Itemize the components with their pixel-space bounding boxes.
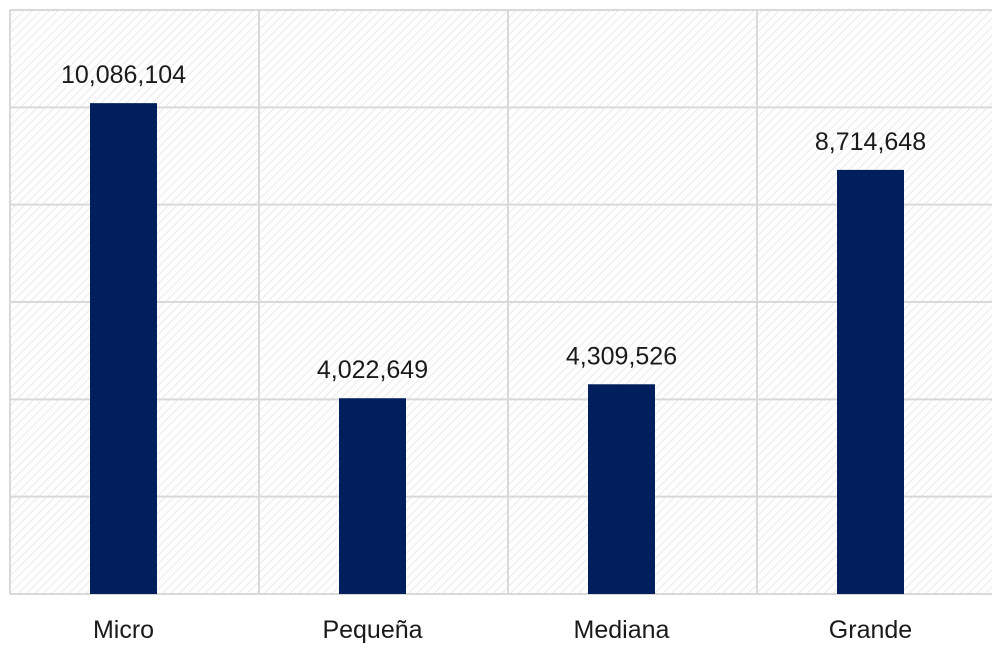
- bar: [90, 103, 157, 594]
- bar: [837, 169, 904, 594]
- category-label: Grande: [829, 616, 912, 644]
- category-labels-group: Micro Pequeña Mediana Grande: [93, 616, 912, 644]
- data-label: 10,086,104: [61, 61, 186, 89]
- bar: [588, 384, 655, 594]
- data-label: 8,714,648: [815, 128, 926, 156]
- category-label: Mediana: [574, 616, 670, 644]
- bars-group: [90, 103, 904, 594]
- bar: [339, 398, 406, 594]
- data-labels-group: 10,086,104 4,022,649 4,309,526 8,714,648: [61, 61, 926, 384]
- grid-lines: [9, 9, 992, 595]
- data-label: 4,022,649: [317, 356, 428, 384]
- category-label: Pequeña: [322, 616, 422, 644]
- category-label: Micro: [93, 616, 154, 644]
- data-label: 4,309,526: [566, 342, 677, 370]
